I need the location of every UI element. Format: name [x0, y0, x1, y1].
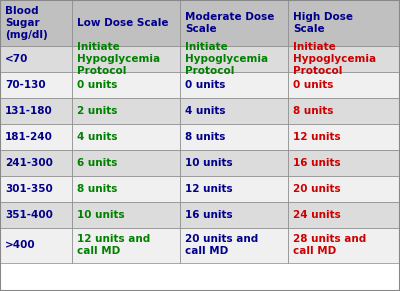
Bar: [0, 124, 72, 150]
Text: 70-130: 70-130: [5, 80, 46, 90]
Text: 6 units: 6 units: [77, 158, 117, 168]
Text: 0 units: 0 units: [293, 80, 333, 90]
Text: 181-240: 181-240: [5, 132, 53, 142]
Bar: [288, 98, 400, 124]
Text: High Dose
Scale: High Dose Scale: [293, 12, 353, 34]
Bar: [0, 176, 72, 202]
Text: 20 units and
call MD: 20 units and call MD: [185, 235, 258, 256]
Bar: [72, 72, 180, 98]
Bar: [180, 150, 288, 176]
Text: >400: >400: [5, 240, 36, 251]
Bar: [288, 46, 400, 72]
Text: Blood
Sugar
(mg/dl): Blood Sugar (mg/dl): [5, 6, 48, 40]
Bar: [180, 124, 288, 150]
Bar: [72, 0, 180, 46]
Text: 4 units: 4 units: [77, 132, 118, 142]
Bar: [0, 0, 72, 46]
Text: 0 units: 0 units: [77, 80, 117, 90]
Bar: [0, 150, 72, 176]
Text: 131-180: 131-180: [5, 106, 53, 116]
Text: 16 units: 16 units: [185, 210, 233, 220]
Bar: [72, 228, 180, 263]
Text: 10 units: 10 units: [185, 158, 233, 168]
Text: 8 units: 8 units: [293, 106, 333, 116]
Text: 301-350: 301-350: [5, 184, 53, 194]
Bar: [180, 202, 288, 228]
Bar: [72, 150, 180, 176]
Bar: [180, 72, 288, 98]
Bar: [0, 46, 72, 72]
Text: 24 units: 24 units: [293, 210, 341, 220]
Text: 12 units: 12 units: [185, 184, 233, 194]
Bar: [0, 98, 72, 124]
Text: Initiate
Hypoglycemia
Protocol: Initiate Hypoglycemia Protocol: [293, 42, 376, 76]
Text: Moderate Dose
Scale: Moderate Dose Scale: [185, 12, 274, 34]
Bar: [0, 202, 72, 228]
Bar: [288, 176, 400, 202]
Text: 0 units: 0 units: [185, 80, 225, 90]
Bar: [288, 0, 400, 46]
Bar: [72, 46, 180, 72]
Bar: [288, 72, 400, 98]
Text: Initiate
Hypoglycemia
Protocol: Initiate Hypoglycemia Protocol: [77, 42, 160, 76]
Text: 241-300: 241-300: [5, 158, 53, 168]
Bar: [288, 202, 400, 228]
Text: 8 units: 8 units: [185, 132, 225, 142]
Text: 351-400: 351-400: [5, 210, 53, 220]
Text: Initiate
Hypoglycemia
Protocol: Initiate Hypoglycemia Protocol: [185, 42, 268, 76]
Bar: [72, 202, 180, 228]
Text: 8 units: 8 units: [77, 184, 117, 194]
Text: 2 units: 2 units: [77, 106, 117, 116]
Text: 4 units: 4 units: [185, 106, 226, 116]
Bar: [72, 124, 180, 150]
Bar: [180, 228, 288, 263]
Text: 16 units: 16 units: [293, 158, 341, 168]
Text: 12 units: 12 units: [293, 132, 341, 142]
Bar: [72, 98, 180, 124]
Bar: [72, 176, 180, 202]
Bar: [0, 228, 72, 263]
Bar: [288, 124, 400, 150]
Text: 28 units and
call MD: 28 units and call MD: [293, 235, 366, 256]
Text: Low Dose Scale: Low Dose Scale: [77, 18, 168, 28]
Bar: [180, 0, 288, 46]
Text: <70: <70: [5, 54, 28, 64]
Text: 20 units: 20 units: [293, 184, 341, 194]
Bar: [180, 176, 288, 202]
Text: 12 units and
call MD: 12 units and call MD: [77, 235, 150, 256]
Bar: [288, 228, 400, 263]
Bar: [180, 46, 288, 72]
Bar: [288, 150, 400, 176]
Bar: [180, 98, 288, 124]
Text: 10 units: 10 units: [77, 210, 125, 220]
Bar: [0, 72, 72, 98]
